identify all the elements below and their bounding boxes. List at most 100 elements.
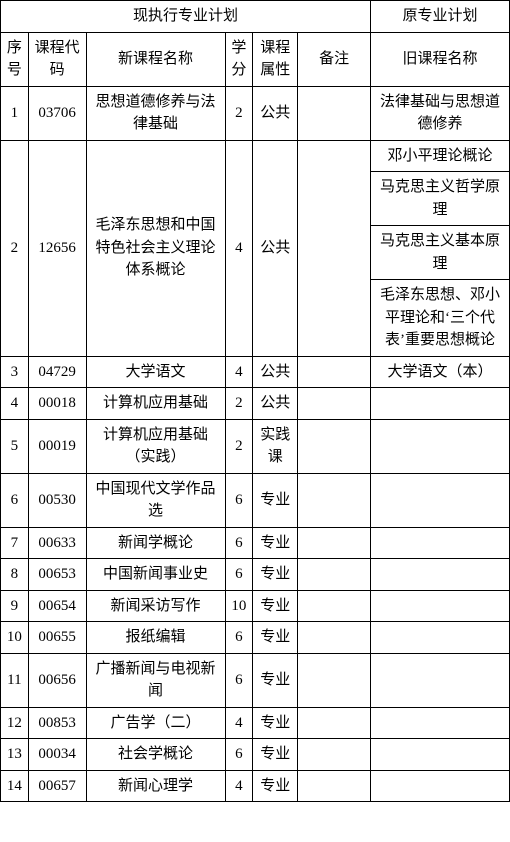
table-body: 1 03706 思想道德修养与法律基础 2 公共 法律基础与思想道德修养 2 1…: [1, 86, 510, 802]
cell-attr: 专业: [253, 473, 298, 527]
header-seq: 序号: [1, 32, 29, 86]
header-row: 序号 课程代码 新课程名称 学分 课程属性 备注 旧课程名称: [1, 32, 510, 86]
cell-remark: [298, 739, 371, 771]
table-row: 14 00657 新闻心理学 4 专业: [1, 770, 510, 802]
cell-new-name: 新闻学概论: [86, 527, 225, 559]
table-row: 10 00655 报纸编辑 6 专业: [1, 622, 510, 654]
cell-new-name: 社会学概论: [86, 739, 225, 771]
cell-remark: [298, 590, 371, 622]
cell-seq: 6: [1, 473, 29, 527]
cell-code: 00530: [28, 473, 86, 527]
cell-code: 00034: [28, 739, 86, 771]
cell-attr: 专业: [253, 527, 298, 559]
cell-seq: 8: [1, 559, 29, 591]
cell-old-name: 马克思主义基本原理: [370, 226, 509, 280]
cell-new-name: 大学语文: [86, 356, 225, 388]
cell-old-name: [370, 622, 509, 654]
cell-remark: [298, 388, 371, 420]
header-group-row: 现执行专业计划 原专业计划: [1, 1, 510, 33]
cell-seq: 12: [1, 707, 29, 739]
cell-remark: [298, 559, 371, 591]
cell-remark: [298, 473, 371, 527]
header-group-current: 现执行专业计划: [1, 1, 371, 33]
cell-old-name: [370, 419, 509, 473]
cell-new-name: 计算机应用基础: [86, 388, 225, 420]
table-row: 5 00019 计算机应用基础（实践） 2 实践课: [1, 419, 510, 473]
table-row: 8 00653 中国新闻事业史 6 专业: [1, 559, 510, 591]
cell-new-name: 中国新闻事业史: [86, 559, 225, 591]
cell-remark: [298, 653, 371, 707]
cell-credit: 6: [225, 653, 253, 707]
cell-credit: 2: [225, 419, 253, 473]
cell-new-name: 广告学（二）: [86, 707, 225, 739]
table-row: 11 00656 广播新闻与电视新闻 6 专业: [1, 653, 510, 707]
cell-remark: [298, 707, 371, 739]
cell-attr: 公共: [253, 140, 298, 356]
cell-code: 00655: [28, 622, 86, 654]
cell-attr: 专业: [253, 559, 298, 591]
table-row: 6 00530 中国现代文学作品选 6 专业: [1, 473, 510, 527]
cell-code: 00018: [28, 388, 86, 420]
cell-new-name: 思想道德修养与法律基础: [86, 86, 225, 140]
cell-remark: [298, 86, 371, 140]
cell-code: 00654: [28, 590, 86, 622]
cell-remark: [298, 419, 371, 473]
cell-seq: 4: [1, 388, 29, 420]
cell-seq: 13: [1, 739, 29, 771]
table-row: 12 00853 广告学（二） 4 专业: [1, 707, 510, 739]
cell-new-name: 广播新闻与电视新闻: [86, 653, 225, 707]
table-row: 2 12656 毛泽东思想和中国特色社会主义理论体系概论 4 公共 邓小平理论概…: [1, 140, 510, 172]
cell-old-name: [370, 707, 509, 739]
cell-seq: 2: [1, 140, 29, 356]
cell-old-name: [370, 527, 509, 559]
cell-new-name: 计算机应用基础（实践）: [86, 419, 225, 473]
cell-credit: 4: [225, 770, 253, 802]
cell-seq: 5: [1, 419, 29, 473]
cell-attr: 专业: [253, 770, 298, 802]
cell-seq: 10: [1, 622, 29, 654]
cell-seq: 9: [1, 590, 29, 622]
cell-new-name: 报纸编辑: [86, 622, 225, 654]
cell-remark: [298, 770, 371, 802]
cell-credit: 2: [225, 86, 253, 140]
table-row: 3 04729 大学语文 4 公共 大学语文（本）: [1, 356, 510, 388]
cell-attr: 公共: [253, 356, 298, 388]
course-plan-table: 现执行专业计划 原专业计划 序号 课程代码 新课程名称 学分 课程属性 备注 旧…: [0, 0, 510, 802]
cell-old-name: [370, 770, 509, 802]
cell-seq: 3: [1, 356, 29, 388]
cell-remark: [298, 140, 371, 356]
cell-seq: 1: [1, 86, 29, 140]
cell-credit: 6: [225, 527, 253, 559]
cell-old-name: [370, 559, 509, 591]
cell-code: 00853: [28, 707, 86, 739]
cell-remark: [298, 622, 371, 654]
header-credit: 学分: [225, 32, 253, 86]
cell-remark: [298, 527, 371, 559]
table-row: 1 03706 思想道德修养与法律基础 2 公共 法律基础与思想道德修养: [1, 86, 510, 140]
cell-old-name: 邓小平理论概论: [370, 140, 509, 172]
cell-credit: 10: [225, 590, 253, 622]
cell-credit: 6: [225, 622, 253, 654]
cell-code: 04729: [28, 356, 86, 388]
cell-attr: 专业: [253, 739, 298, 771]
cell-code: 00019: [28, 419, 86, 473]
cell-new-name: 中国现代文学作品选: [86, 473, 225, 527]
cell-code: 00656: [28, 653, 86, 707]
cell-attr: 专业: [253, 590, 298, 622]
table-row: 4 00018 计算机应用基础 2 公共: [1, 388, 510, 420]
table-row: 13 00034 社会学概论 6 专业: [1, 739, 510, 771]
cell-seq: 14: [1, 770, 29, 802]
cell-new-name: 新闻采访写作: [86, 590, 225, 622]
header-group-old: 原专业计划: [370, 1, 509, 33]
cell-old-name: 法律基础与思想道德修养: [370, 86, 509, 140]
header-new-name: 新课程名称: [86, 32, 225, 86]
cell-new-name: 毛泽东思想和中国特色社会主义理论体系概论: [86, 140, 225, 356]
cell-code: 00657: [28, 770, 86, 802]
cell-credit: 4: [225, 140, 253, 356]
cell-attr: 专业: [253, 653, 298, 707]
cell-remark: [298, 356, 371, 388]
cell-credit: 4: [225, 707, 253, 739]
cell-code: 03706: [28, 86, 86, 140]
header-code: 课程代码: [28, 32, 86, 86]
cell-old-name: [370, 653, 509, 707]
